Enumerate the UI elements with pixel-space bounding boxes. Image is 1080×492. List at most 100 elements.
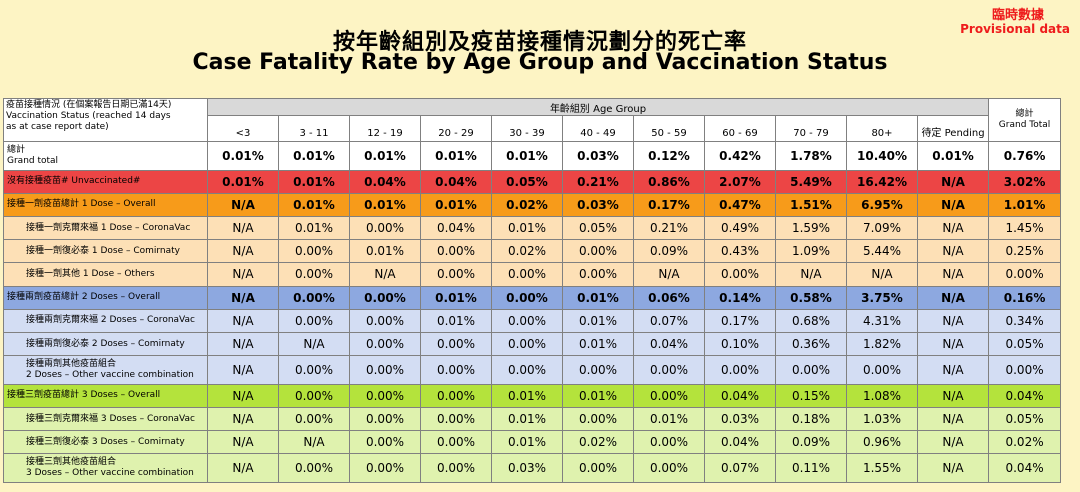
rate-cell: 0.01%	[916, 141, 990, 171]
rate-cell: 0.01%	[491, 141, 563, 171]
rate-cell: 0.00%	[988, 355, 1062, 385]
row-label-line: 接種三劑克爾來福 3 Doses – CoronaVac	[26, 413, 195, 424]
rate-cell: N/A	[916, 383, 990, 408]
rate-cell: 0.03%	[562, 141, 634, 171]
rate-cell: 0.04%	[704, 430, 776, 455]
table-row: 接種一劑克爾來福 1 Dose – CoronaVac N/A 0.01% 0.00%…	[3, 215, 1062, 241]
rate-cell: N/A	[916, 355, 990, 385]
row-label-line: 接種一劑其他 1 Dose – Others	[26, 268, 155, 279]
age-column-header: 待定 Pending	[916, 115, 990, 142]
row-label: 接種兩劑疫苗總計 2 Doses – Overall	[3, 285, 208, 310]
rate-cell: 0.00%	[349, 332, 421, 357]
rate-cell: 0.49%	[704, 215, 776, 241]
rate-cell: 0.00%	[420, 332, 492, 357]
rate-cell: 0.58%	[775, 285, 847, 310]
row-label-line: 總計	[7, 144, 26, 155]
age-column-header: 12 - 19	[349, 115, 421, 142]
row-label-line: 沒有接種疫苗# Unvaccinated#	[7, 176, 141, 187]
rate-cell: 0.21%	[562, 169, 634, 194]
rate-cell: N/A	[207, 308, 279, 334]
row-label: 接種三劑疫苗總計 3 Doses – Overall	[3, 383, 208, 408]
rate-cell: 0.01%	[562, 285, 634, 310]
table-row: 接種三劑復必泰 3 Doses – Comirnaty N/A N/A 0.00% 0.…	[3, 430, 1062, 455]
rate-cell: 0.00%	[420, 355, 492, 385]
rate-cell: 0.05%	[491, 169, 563, 194]
vaccination-status-header: 疫苗接種情況 (在個案報告日期已滿14天) Vaccination Status…	[3, 98, 208, 142]
rate-cell: 0.07%	[633, 308, 705, 334]
rate-cell: 0.00%	[633, 453, 705, 483]
table-row: 接種兩劑其他疫苗組合 2 Doses – Other vaccine combin…	[3, 355, 1062, 385]
rate-cell: 0.00%	[988, 262, 1062, 287]
rate-cell: N/A	[207, 215, 279, 241]
rate-cell: 3.02%	[988, 169, 1062, 194]
rate-cell: 0.25%	[988, 239, 1062, 264]
table-row: 接種兩劑復必泰 2 Doses – Comirnaty N/A N/A 0.00% 0.…	[3, 332, 1062, 357]
rate-cell: 0.01%	[207, 169, 279, 194]
rate-cell: 1.45%	[988, 215, 1062, 241]
rate-cell: 0.11%	[775, 453, 847, 483]
rate-cell: 0.00%	[491, 262, 563, 287]
title-zh: 按年齡組別及疫苗接種情況劃分的死亡率	[332, 30, 747, 55]
rate-cell: 0.04%	[349, 169, 421, 194]
rate-cell: 1.78%	[775, 141, 847, 171]
rate-cell: 1.01%	[988, 192, 1062, 217]
table-row: 接種兩劑疫苗總計 2 Doses – Overall N/A 0.00% 0.00% 0…	[3, 285, 1062, 310]
rate-cell: 10.40%	[846, 141, 918, 171]
rate-cell: 0.00%	[349, 453, 421, 483]
rate-cell: N/A	[916, 430, 990, 455]
rate-cell: 0.02%	[491, 239, 563, 264]
rate-cell: 0.00%	[562, 239, 634, 264]
rate-cell: 0.01%	[349, 239, 421, 264]
rate-cell: 0.15%	[775, 383, 847, 408]
row-label-line: 接種三劑疫苗總計 3 Doses – Overall	[7, 390, 161, 401]
rate-cell: 0.00%	[704, 262, 776, 287]
rate-cell: 0.00%	[420, 406, 492, 432]
rate-cell: 0.01%	[491, 406, 563, 432]
age-column-header: 3 - 11	[278, 115, 350, 142]
rate-cell: 0.02%	[491, 192, 563, 217]
table-row: 接種一劑復必泰 1 Dose – Comirnaty N/A 0.00% 0.01% 0…	[3, 239, 1062, 264]
rate-cell: 0.00%	[349, 430, 421, 455]
rate-cell: 0.43%	[704, 239, 776, 264]
rate-cell: 0.00%	[846, 355, 918, 385]
grand-total-header-en: Grand Total	[998, 120, 1051, 130]
rate-cell: N/A	[207, 285, 279, 310]
age-column-header: 80+	[846, 115, 918, 142]
rate-cell: 0.05%	[562, 215, 634, 241]
rate-cell: 0.00%	[349, 285, 421, 310]
rate-cell: 0.00%	[775, 355, 847, 385]
rate-cell: 0.00%	[420, 453, 492, 483]
row-label: 接種三劑復必泰 3 Doses – Comirnaty	[3, 430, 208, 455]
rate-cell: N/A	[207, 262, 279, 287]
row-label-line: 2 Doses – Other vaccine combination	[26, 370, 194, 380]
rate-cell: 0.05%	[988, 406, 1062, 432]
table-row: 接種三劑其他疫苗組合 3 Doses – Other vaccine combin…	[3, 453, 1062, 483]
rate-cell: 0.76%	[988, 141, 1062, 171]
rate-cell: 0.02%	[988, 430, 1062, 455]
provisional-label-zh: 臨時數據	[991, 8, 1044, 23]
rate-cell: 1.09%	[775, 239, 847, 264]
rate-cell: 0.68%	[775, 308, 847, 334]
rate-cell: 0.00%	[278, 355, 350, 385]
rate-cell: 0.01%	[278, 169, 350, 194]
title-en: Case Fatality Rate by Age Group and Vacc…	[192, 50, 888, 75]
rate-cell: 0.01%	[491, 430, 563, 455]
grand-total-header: 總計 Grand Total	[988, 98, 1062, 142]
row-label-line: Grand total	[7, 155, 59, 166]
rate-cell: 0.01%	[491, 215, 563, 241]
row-label-line: 接種一劑克爾來福 1 Dose – CoronaVac	[26, 222, 191, 233]
rate-cell: 0.00%	[420, 430, 492, 455]
row-label: 接種兩劑其他疫苗組合 2 Doses – Other vaccine combin…	[3, 355, 208, 385]
rate-cell: 0.01%	[278, 215, 350, 241]
rate-cell: N/A	[916, 406, 990, 432]
rate-cell: N/A	[916, 453, 990, 483]
rate-cell: 0.00%	[491, 308, 563, 334]
rate-cell: N/A	[633, 262, 705, 287]
age-column-header: <3	[207, 115, 279, 142]
age-column-header: 20 - 29	[420, 115, 492, 142]
rate-cell: 0.01%	[420, 285, 492, 310]
rate-cell: N/A	[916, 308, 990, 334]
row-label: 接種一劑其他 1 Dose – Others	[3, 262, 208, 287]
rate-cell: 0.00%	[704, 355, 776, 385]
rate-cell: N/A	[916, 169, 990, 194]
